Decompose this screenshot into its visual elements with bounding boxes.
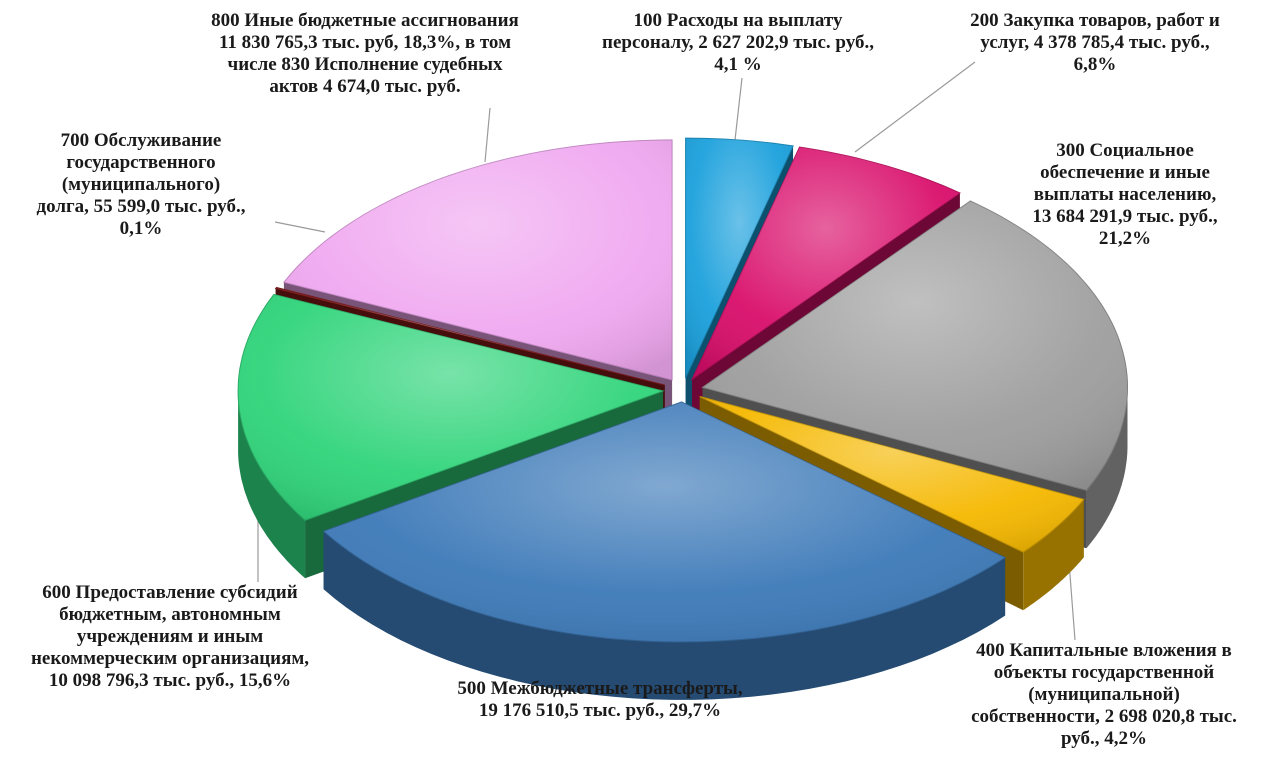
- leader-line: [274, 221, 326, 233]
- slice-label-100: 100 Расходы на выплату персоналу, 2 627 …: [602, 10, 874, 75]
- leader-line: [734, 77, 743, 141]
- slice-label-300: 300 Социальное обеспечение и иные выплат…: [1032, 140, 1218, 249]
- slice-label-500: 500 Межбюджетные трансферты, 19 176 510,…: [457, 678, 743, 721]
- slice-label-400: 400 Капитальные вложения в объекты госуд…: [971, 640, 1237, 749]
- slice-label-800: 800 Иные бюджетные ассигнования 11 830 7…: [211, 10, 519, 97]
- slice-label-200: 200 Закупка товаров, работ и услуг, 4 37…: [970, 10, 1220, 75]
- slice-label-700: 700 Обслуживание государственного (муниц…: [36, 130, 246, 239]
- slice-label-600: 600 Предоставление субсидий бюджетным, а…: [30, 582, 310, 691]
- leader-line: [854, 61, 976, 153]
- leader-line: [484, 107, 491, 163]
